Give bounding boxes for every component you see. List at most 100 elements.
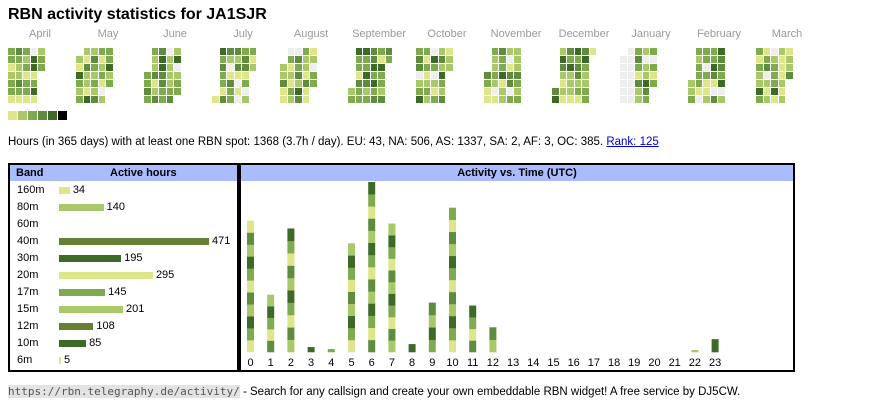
calendar-day-cell bbox=[83, 88, 90, 95]
hour-bar-segment bbox=[368, 242, 376, 256]
calendar-day-cell bbox=[355, 80, 362, 87]
hour-bar bbox=[469, 305, 477, 353]
calendar-day-cell bbox=[227, 88, 234, 95]
calendar-day-cell bbox=[295, 56, 302, 63]
calendar-day-cell bbox=[438, 56, 445, 63]
calendar-day-cell bbox=[499, 56, 506, 63]
calendar-day-cell bbox=[416, 96, 423, 103]
calendar-day-cell bbox=[287, 80, 294, 87]
calendar-day-cell bbox=[8, 48, 15, 55]
calendar-day-cell bbox=[506, 72, 513, 79]
band-hours-value: 140 bbox=[106, 201, 125, 213]
calendar-day-cell bbox=[756, 80, 763, 87]
calendar-day-cell bbox=[227, 96, 234, 103]
calendar-day-cell bbox=[287, 48, 294, 55]
footer-url[interactable]: https://rbn.telegraphy.de/activity/ bbox=[8, 385, 240, 398]
calendar-day-cell bbox=[491, 72, 498, 79]
legend-swatch bbox=[18, 111, 27, 120]
calendar-day-cell bbox=[574, 72, 581, 79]
band-row: 17m 145 bbox=[10, 284, 237, 301]
calendar-day-cell bbox=[438, 80, 445, 87]
month-label: August bbox=[293, 28, 329, 40]
band-table: Band Active hours 160m 34 80m 140 60m 40m 471 3… bbox=[8, 163, 239, 372]
calendar-day-cell bbox=[234, 72, 241, 79]
calendar-day-cell bbox=[514, 48, 521, 55]
band-hours-bar bbox=[59, 187, 70, 194]
hour-bar-segment bbox=[368, 303, 376, 316]
hour-bar-segment bbox=[469, 328, 477, 341]
calendar-day-cell bbox=[23, 88, 30, 95]
chart-title: Activity vs. Time (UTC) bbox=[241, 165, 793, 181]
calendar-day-cell bbox=[159, 80, 166, 87]
band-name: 30m bbox=[17, 252, 39, 264]
calendar-day-cell bbox=[642, 64, 649, 71]
calendar-day-cell bbox=[242, 80, 249, 87]
calendar-day-cell bbox=[159, 72, 166, 79]
calendar-day-cell bbox=[695, 56, 702, 63]
calendar-day-cell bbox=[159, 48, 166, 55]
calendar-day-cell bbox=[166, 80, 173, 87]
calendar-day-cell bbox=[234, 64, 241, 71]
calendar-day-cell bbox=[378, 72, 385, 79]
calendar-day-cell bbox=[310, 64, 317, 71]
hour-bar-segment bbox=[287, 339, 295, 353]
calendar-day-cell bbox=[15, 64, 22, 71]
calendar-day-cell bbox=[378, 56, 385, 63]
calendar-day-cell bbox=[627, 88, 634, 95]
hour-bar-segment bbox=[287, 240, 295, 254]
band-name: 60m bbox=[17, 218, 39, 230]
hour-bar-segment bbox=[408, 344, 416, 353]
calendar-day-cell bbox=[385, 56, 392, 63]
calendar-day-cell bbox=[219, 80, 226, 87]
calendar-day-cell bbox=[363, 88, 370, 95]
calendar-day-cell bbox=[718, 64, 725, 71]
calendar-day-cell bbox=[718, 56, 725, 63]
calendar-day-cell bbox=[771, 56, 778, 63]
calendar-day-cell bbox=[295, 72, 302, 79]
calendar-day-cell bbox=[91, 64, 98, 71]
calendar-day-cell bbox=[582, 56, 589, 63]
month-label: September bbox=[352, 28, 406, 40]
calendar-day-cell bbox=[227, 48, 234, 55]
calendar-day-cell bbox=[514, 72, 521, 79]
calendar-day-cell bbox=[302, 72, 309, 79]
calendar-day-cell bbox=[438, 72, 445, 79]
calendar-day-cell bbox=[718, 72, 725, 79]
calendar-day-cell bbox=[620, 72, 627, 79]
month-label: April bbox=[28, 28, 52, 40]
calendar-day-cell bbox=[688, 88, 695, 95]
calendar-day-cell bbox=[174, 48, 181, 55]
calendar-day-cell bbox=[302, 64, 309, 71]
rank-link[interactable]: Rank: 125 bbox=[606, 136, 659, 148]
calendar-day-cell bbox=[499, 72, 506, 79]
calendar-day-cell bbox=[703, 80, 710, 87]
calendar-day-cell bbox=[484, 80, 491, 87]
calendar-day-cell bbox=[144, 72, 151, 79]
hour-bar-segment bbox=[449, 291, 456, 305]
hour-bar-segment bbox=[348, 315, 355, 329]
calendar-day-cell bbox=[559, 96, 566, 103]
calendar-day-cell bbox=[302, 88, 309, 95]
calendar-day-cell bbox=[219, 96, 226, 103]
calendar-day-cell bbox=[431, 64, 438, 71]
calendar-day-cell bbox=[23, 80, 30, 87]
hour-bar-segment bbox=[287, 327, 295, 340]
calendar-day-cell bbox=[370, 80, 377, 87]
calendar-day-cell bbox=[83, 96, 90, 103]
hour-bar-segment bbox=[388, 328, 396, 341]
calendar-day-cell bbox=[695, 88, 702, 95]
band-hours-bar bbox=[59, 204, 104, 211]
calendar-day-cell bbox=[567, 80, 574, 87]
calendar-day-cell bbox=[355, 56, 362, 63]
hour-bar-segment bbox=[368, 339, 376, 353]
calendar-day-cell bbox=[582, 80, 589, 87]
hour-bar-segment bbox=[388, 293, 396, 306]
month-label: March bbox=[771, 28, 803, 40]
calendar-day-cell bbox=[287, 56, 294, 63]
calendar-day-cell bbox=[242, 48, 249, 55]
month-label: June bbox=[163, 28, 187, 40]
band-hours-value: 201 bbox=[126, 303, 145, 315]
calendar-day-cell bbox=[227, 56, 234, 63]
legend-swatch bbox=[28, 111, 37, 120]
calendar-day-cell bbox=[242, 56, 249, 63]
